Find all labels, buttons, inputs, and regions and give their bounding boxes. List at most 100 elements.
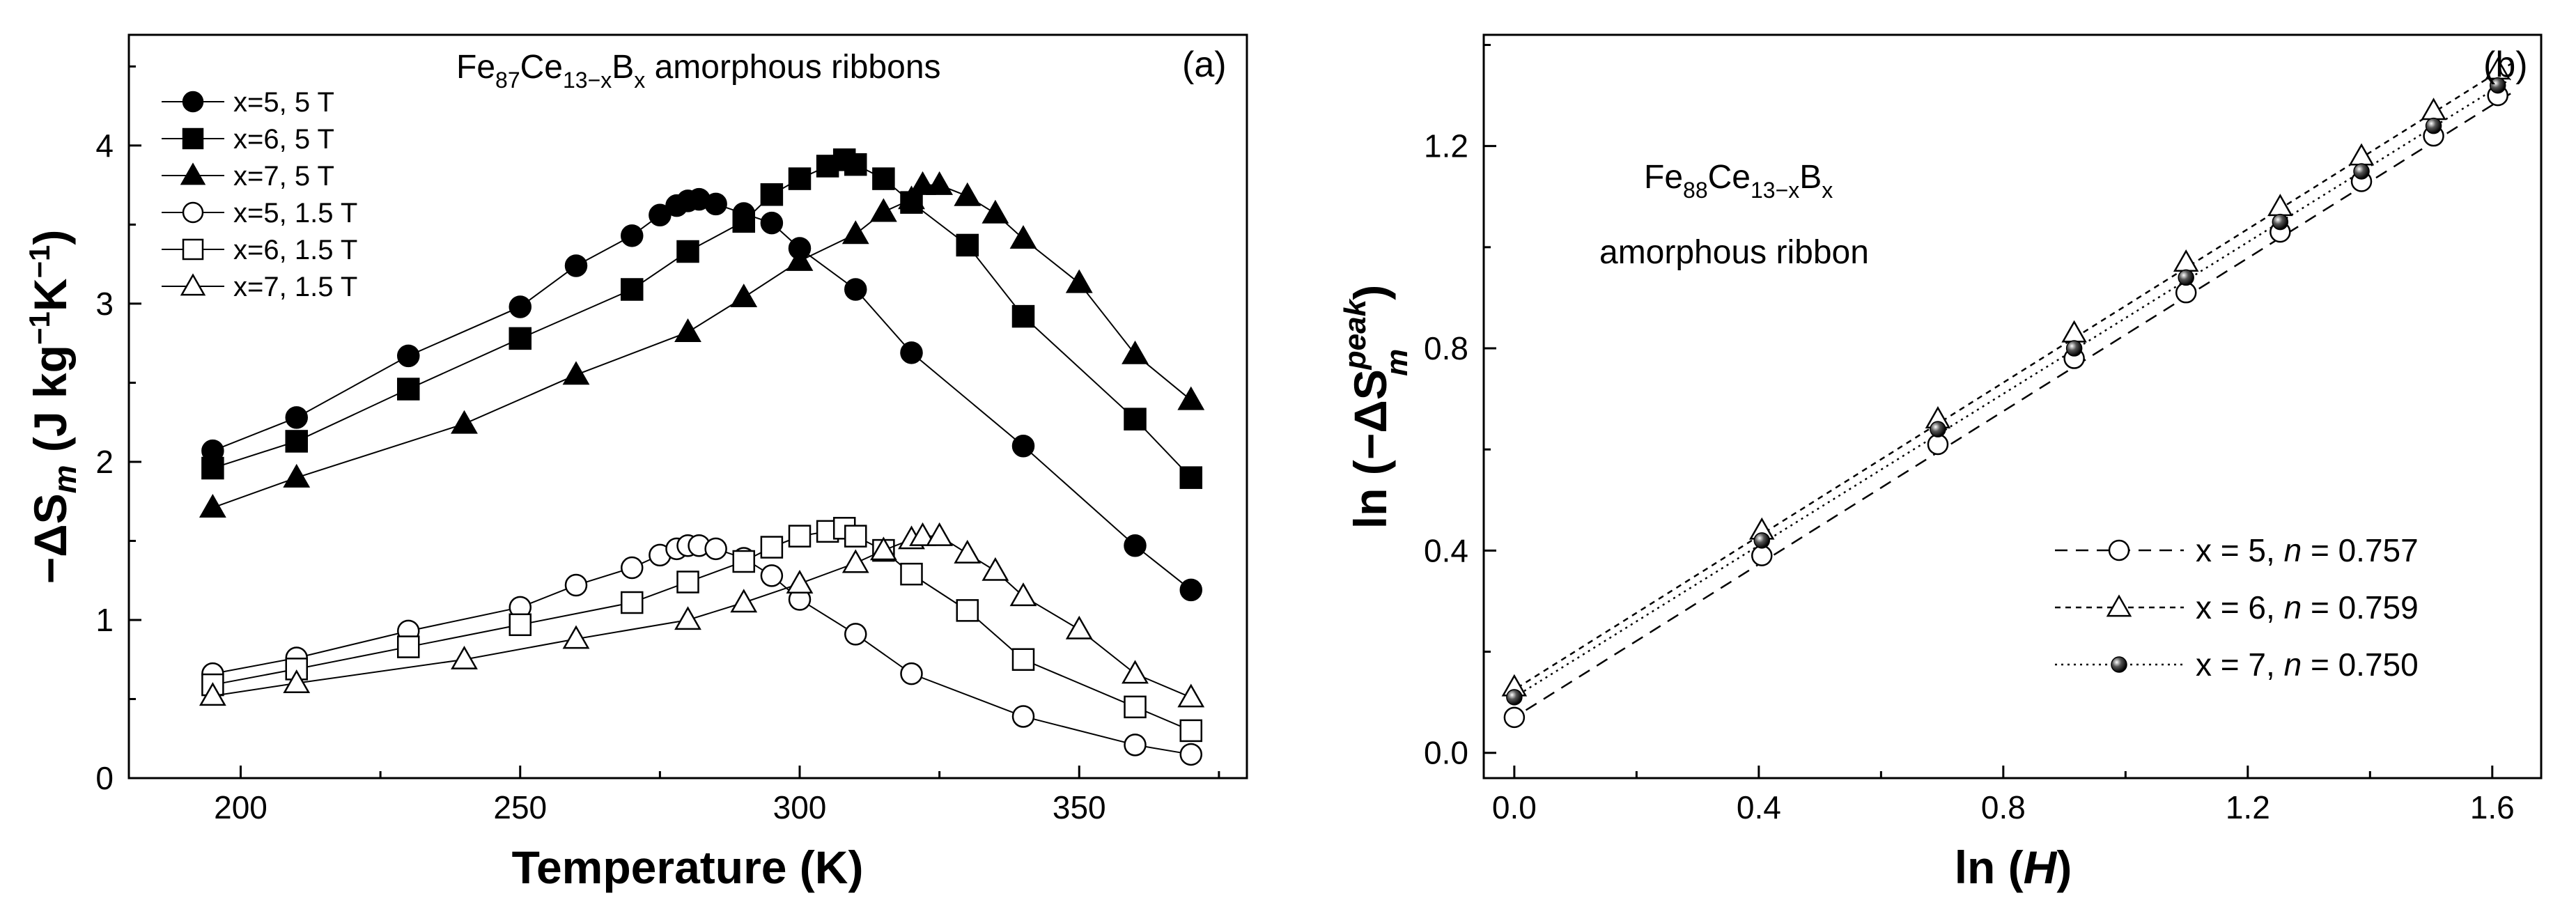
data-point-s1-7 xyxy=(760,183,784,206)
data-point-b2-7 xyxy=(2425,117,2442,134)
data-point-s4-5 xyxy=(676,571,699,594)
series-line-2 xyxy=(212,184,1192,509)
data-point-s2-14 xyxy=(1009,225,1037,249)
data-point-s4-16 xyxy=(1124,695,1147,719)
data-point-s5-4 xyxy=(674,606,701,630)
x-tick-label-0.4: 0.4 xyxy=(1737,789,1781,825)
data-point-s4-2 xyxy=(397,635,420,658)
data-point-s5-12 xyxy=(954,539,981,564)
data-point-s5-14 xyxy=(1009,582,1037,607)
data-point-s5-15 xyxy=(1065,615,1093,639)
legend-label-x5-5T: x=5, 5 T xyxy=(233,87,334,118)
data-point-s0-10 xyxy=(704,192,727,216)
data-point-s1-12 xyxy=(872,167,895,190)
data-point-s0-2 xyxy=(397,344,420,368)
data-point-s5-10 xyxy=(909,522,936,546)
data-point-b2-2 xyxy=(1930,421,1946,437)
legend-label-x6: x = 6, n = 0.759 xyxy=(2196,589,2419,626)
data-point-b1-5 xyxy=(2267,194,2293,217)
data-point-s4-11 xyxy=(844,525,867,548)
data-point-s4-13 xyxy=(900,562,923,586)
series-line-5 xyxy=(212,535,1192,699)
data-point-s0-16 xyxy=(1011,435,1035,458)
data-point-s1-17 xyxy=(1179,466,1202,489)
panel-b: 0.0 0.4 0.8 1.2 1.6 0.0 0.4 0.8 1.2 Fe88Ce13−xBx… xyxy=(1338,33,2543,893)
data-point-s4-7 xyxy=(760,536,784,559)
data-point-s1-16 xyxy=(1124,408,1147,431)
data-point-s1-1 xyxy=(285,430,308,453)
legend-label-x5: x = 5, n = 0.757 xyxy=(2196,532,2419,568)
y-tick-label-0.0: 0.0 xyxy=(1424,735,1468,771)
data-point-s3-5 xyxy=(621,556,644,580)
data-point-s3-12 xyxy=(760,564,784,587)
data-point-s2-2 xyxy=(451,410,478,434)
data-point-s5-11 xyxy=(926,522,954,546)
data-point-s1-14 xyxy=(956,233,979,257)
y-tick-label-1: 1 xyxy=(95,602,114,638)
data-point-s4-8 xyxy=(788,525,812,548)
x-tick-label-1.6: 1.6 xyxy=(2470,789,2515,825)
data-point-s1-11 xyxy=(844,153,867,176)
data-point-s2-0 xyxy=(199,494,226,518)
data-point-s4-17 xyxy=(1179,719,1202,743)
legend-marker-b0 xyxy=(2108,539,2130,561)
legend-label-x6-5T: x=6, 5 T xyxy=(233,124,334,155)
data-point-s3-16 xyxy=(1011,705,1035,728)
y-tick-label-0.4: 0.4 xyxy=(1424,532,1468,568)
panel-a-legend: x=5, 5 T x=6, 5 T x=7, 5 T x=5, 1.5 T x=… xyxy=(162,87,357,302)
data-point-s0-3 xyxy=(509,295,532,318)
panel-a-x-axis-title: Temperature (K) xyxy=(512,841,864,893)
data-point-s4-14 xyxy=(956,599,979,622)
data-point-s5-1 xyxy=(283,669,311,693)
data-point-s4-3 xyxy=(509,613,532,637)
data-point-s5-3 xyxy=(562,625,590,649)
data-point-s2-1 xyxy=(283,463,311,488)
x-tick-label-1.2: 1.2 xyxy=(2226,789,2270,825)
data-point-s1-15 xyxy=(1011,304,1035,328)
data-point-s5-8 xyxy=(869,536,897,561)
data-point-s0-4 xyxy=(564,254,588,277)
y-tick-label-1.2: 1.2 xyxy=(1424,128,1468,164)
data-point-b1-4 xyxy=(2173,249,2199,272)
data-point-b1-3 xyxy=(2061,320,2087,343)
data-point-b0-2 xyxy=(1927,433,1949,456)
data-point-b0-0 xyxy=(1503,706,1526,729)
data-point-b2-1 xyxy=(1753,532,1770,549)
data-point-s0-12 xyxy=(760,211,784,235)
data-point-s5-16 xyxy=(1122,660,1149,684)
data-point-b2-8 xyxy=(2489,77,2506,94)
y-tick-label-4: 4 xyxy=(95,127,114,164)
fit-line-0 xyxy=(1507,93,2511,722)
data-point-b0-4 xyxy=(2175,281,2197,304)
data-point-b2-0 xyxy=(1506,689,1523,706)
data-point-s0-1 xyxy=(285,406,308,429)
data-point-s1-0 xyxy=(201,456,224,480)
legend-label-x7-5T: x=7, 5 T xyxy=(233,161,334,192)
data-point-s3-17 xyxy=(1124,734,1147,757)
data-point-s5-17 xyxy=(1177,683,1205,708)
data-point-s2-13 xyxy=(981,199,1009,224)
panel-b-x-axis-title: ln (H) xyxy=(1955,841,2072,893)
data-point-s2-15 xyxy=(1065,269,1093,293)
panel-a: 200 250 300 350 0 1 2 3 4 x=5, 5 T x=6, 5 T x=7,… xyxy=(23,33,1248,893)
panel-a-axis-ticks: 200 250 300 350 0 1 2 3 4 xyxy=(95,65,1220,825)
fit-line-1 xyxy=(1507,63,2511,695)
data-point-b2-6 xyxy=(2353,163,2370,180)
fit-line-2 xyxy=(1507,78,2511,702)
legend-marker-5 xyxy=(180,273,206,296)
y-tick-label-2: 2 xyxy=(95,444,114,480)
data-point-s2-10 xyxy=(909,171,936,195)
panel-b-frame xyxy=(1482,33,2543,779)
panel-a-frame xyxy=(127,33,1248,779)
data-point-s2-7 xyxy=(841,220,869,245)
panel-b-annotation-line2: amorphous ribbon xyxy=(1599,234,1869,271)
data-point-s2-4 xyxy=(674,318,701,342)
x-tick-label-0.8: 0.8 xyxy=(1981,789,2026,825)
legend-label-x7-1.5T: x=7, 1.5 T xyxy=(233,272,357,302)
data-point-s2-3 xyxy=(562,361,590,385)
panel-a-title: Fe87Ce13−xBx amorphous ribbons xyxy=(456,49,941,93)
series-line-4 xyxy=(212,527,1192,731)
data-point-b2-4 xyxy=(2178,269,2194,286)
data-point-s2-12 xyxy=(954,182,981,206)
